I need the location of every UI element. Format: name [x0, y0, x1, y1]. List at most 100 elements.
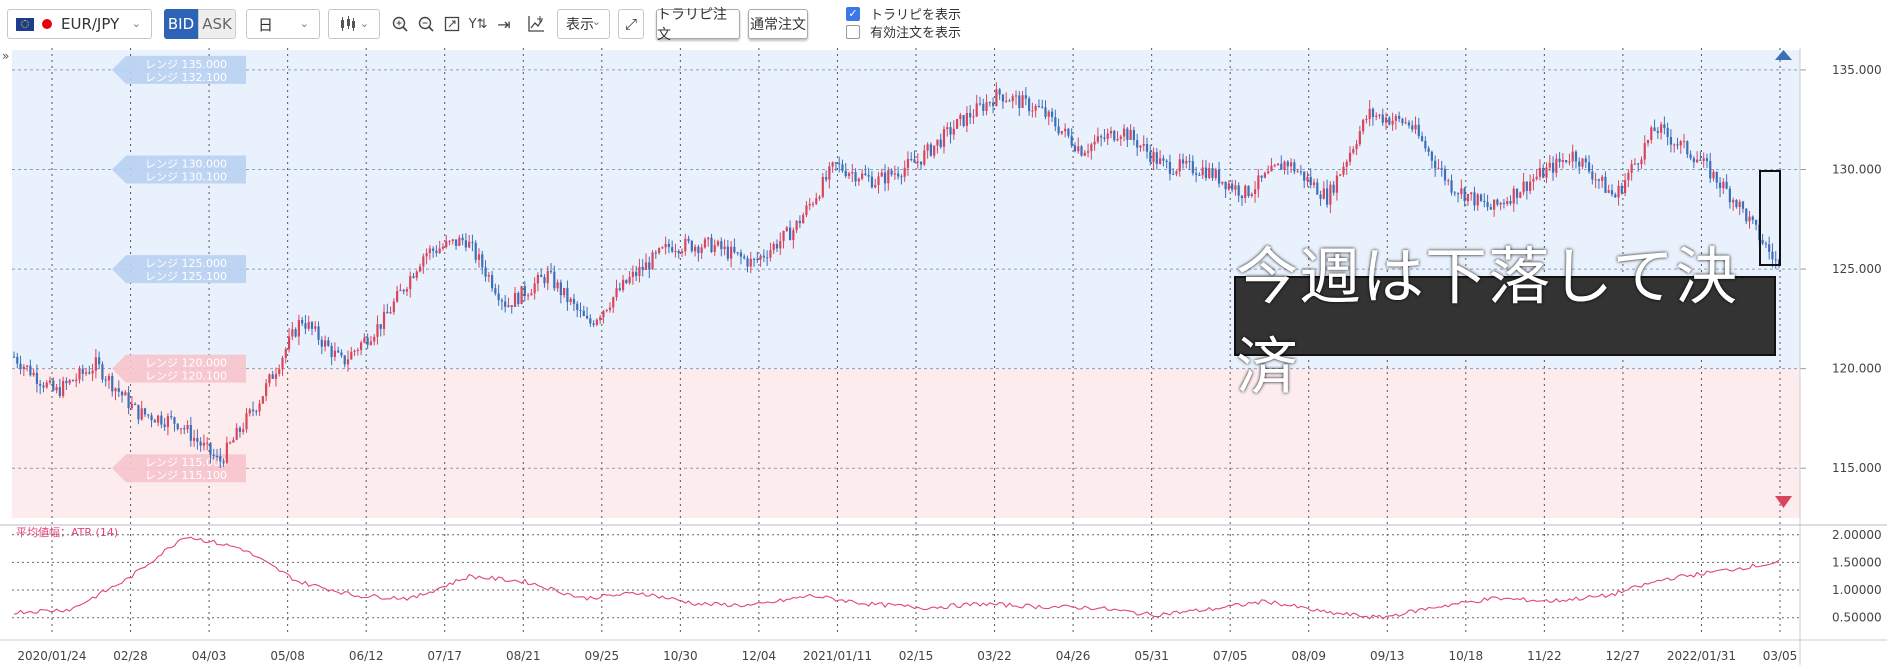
candle-body — [1476, 194, 1479, 206]
candle-body — [1142, 144, 1145, 146]
candle-body — [1109, 130, 1113, 134]
y-axis-icon[interactable]: Y⇅ — [468, 16, 488, 32]
candle-body — [1263, 173, 1266, 178]
candle-body — [1584, 158, 1587, 163]
candle-body — [1502, 202, 1506, 204]
candle-body — [209, 442, 212, 455]
candle-body — [877, 176, 880, 185]
candle-body — [1460, 188, 1463, 195]
candle-body — [697, 246, 700, 254]
candle-body — [117, 388, 120, 392]
x-tick-label: 08/21 — [506, 649, 541, 663]
zoom-in-icon[interactable] — [388, 12, 412, 36]
candle-body — [982, 103, 985, 111]
candle-body — [883, 172, 887, 184]
candle-body — [667, 243, 671, 248]
candle-body — [1371, 108, 1375, 117]
candle-body — [1614, 194, 1617, 198]
candle-body — [834, 162, 838, 164]
candle-body — [1122, 128, 1126, 137]
candle-body — [65, 380, 68, 384]
candle-body — [1660, 124, 1663, 133]
candle-body — [1607, 190, 1610, 193]
candle-body — [130, 403, 133, 409]
candle-body — [1496, 199, 1499, 205]
y-tick-label: 120.000 — [1832, 362, 1882, 376]
chart-type-select[interactable]: ⌄ — [328, 9, 380, 39]
show-trailing-checkbox[interactable]: ✓ トラリピを表示 — [846, 4, 961, 23]
candle-body — [543, 277, 546, 284]
symbol-select[interactable]: EUR/JPY ⌄ — [7, 9, 152, 39]
candle-body — [176, 423, 179, 429]
ask-toggle[interactable]: ASK — [198, 9, 236, 39]
candle-body — [1381, 114, 1384, 123]
candle-body — [1512, 188, 1515, 204]
candle-body — [1748, 216, 1751, 222]
candle-body — [166, 416, 170, 427]
candle-body — [1014, 95, 1018, 97]
candle-body — [12, 356, 16, 358]
candle-body — [340, 352, 343, 356]
x-tick-label: 10/30 — [663, 649, 698, 663]
display-menu[interactable]: 表示 ⌄ — [557, 9, 610, 39]
candle-body — [1070, 135, 1073, 146]
candle-body — [183, 428, 186, 430]
candle-body — [631, 271, 634, 277]
candle-body — [1358, 131, 1361, 145]
x-tick-label: 2020/01/24 — [17, 649, 86, 663]
bid-toggle[interactable]: BID — [164, 9, 198, 39]
atr-tick-label: 2.00000 — [1832, 528, 1882, 542]
candle-body — [484, 267, 487, 277]
collapse-panel-icon[interactable]: » — [2, 49, 10, 63]
timeframe-select[interactable]: 日 ⌄ — [246, 9, 320, 39]
candle-body — [1224, 181, 1227, 190]
candle-body — [68, 380, 71, 384]
indicator-icon[interactable] — [524, 12, 548, 36]
jump-latest-icon[interactable]: ⇥ — [497, 14, 511, 34]
candle-body — [651, 252, 654, 270]
zoom-out-icon[interactable] — [414, 12, 438, 36]
atr-tick-label: 0.50000 — [1832, 611, 1882, 625]
fit-icon[interactable] — [440, 12, 464, 36]
candle-body — [897, 173, 900, 177]
candle-body — [585, 315, 589, 319]
price-chart[interactable]: 135.000 130.000 125.000 120.000 115.000 2020/… — [0, 48, 1887, 665]
candle-body — [382, 311, 386, 329]
candle-body — [1335, 175, 1339, 193]
normal-order-button[interactable]: 通常注文 — [748, 9, 808, 39]
candle-body — [487, 275, 490, 277]
candle-body — [1673, 144, 1676, 146]
symbol-label: EUR/JPY — [61, 15, 120, 33]
candle-body — [1181, 159, 1185, 164]
candle-body — [1686, 141, 1689, 155]
candle-body — [1113, 130, 1116, 141]
candle-body — [297, 320, 300, 337]
x-tick-label: 02/15 — [899, 649, 934, 663]
candle-body — [1558, 158, 1561, 162]
candle-body — [1188, 160, 1191, 162]
candle-body — [1574, 151, 1578, 162]
candle-body — [1028, 98, 1031, 112]
candle-body — [775, 243, 779, 249]
candle-body — [1640, 159, 1643, 165]
candle-body — [156, 415, 160, 423]
candle-body — [238, 427, 242, 432]
candle-body — [1483, 200, 1486, 202]
candle-body — [1378, 114, 1381, 116]
candle-body — [1456, 193, 1460, 195]
candle-body — [933, 145, 936, 156]
candle-body — [599, 317, 602, 320]
candle-body — [1682, 141, 1686, 143]
expand-icon[interactable]: ⤢ — [618, 9, 644, 39]
candle-body — [942, 129, 946, 147]
candle-body — [1001, 94, 1005, 102]
candle-body — [1237, 185, 1240, 196]
candle-body — [828, 166, 831, 180]
candle-body — [700, 247, 703, 254]
show-active-orders-checkbox[interactable]: 有効注文を表示 — [846, 22, 961, 41]
candle-body — [1692, 158, 1695, 163]
candle-body — [222, 461, 225, 463]
candle-body — [913, 159, 916, 163]
candle-body — [448, 240, 451, 242]
trailing-order-button[interactable]: トラリピ注文 — [656, 7, 740, 43]
